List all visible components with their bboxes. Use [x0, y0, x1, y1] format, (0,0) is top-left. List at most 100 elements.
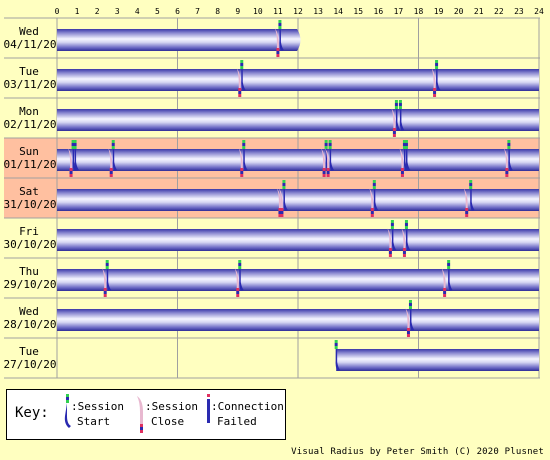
session-start-marker [399, 109, 405, 131]
session-start-marker [448, 269, 453, 291]
session-start-marker [240, 66, 244, 69]
session-bar [57, 29, 297, 51]
session-start-marker [404, 226, 408, 229]
session-start-marker [404, 143, 408, 146]
session-start-marker [71, 143, 75, 146]
session-close-marker [109, 171, 113, 174]
row-day-label: Thu [19, 265, 39, 278]
connection-failed-label-1: :Connection [211, 400, 284, 413]
row-day-label: Mon [19, 105, 39, 118]
session-start-marker [243, 149, 248, 171]
session-start-marker [283, 189, 288, 211]
session-start-marker [372, 180, 376, 183]
row-day-label: Tue [19, 345, 39, 358]
session-close-marker [238, 88, 242, 91]
session-close-marker [391, 108, 396, 128]
session-close-marker [443, 294, 447, 297]
row-day-label: Wed [19, 25, 39, 38]
session-start-marker [239, 269, 244, 291]
session-close-marker [280, 214, 284, 217]
row-date-label: 27/10/20 [4, 358, 57, 371]
session-close-marker [103, 294, 107, 297]
session-close-marker [240, 171, 244, 174]
session-start-marker [470, 189, 475, 211]
session-start-marker [372, 186, 376, 189]
session-close-marker [402, 254, 406, 257]
session-close-marker [238, 148, 243, 168]
session-start-marker [238, 266, 242, 269]
session-start-marker [278, 20, 282, 23]
session-close-marker [276, 51, 280, 54]
session-close-marker [402, 248, 406, 251]
session-start-marker [334, 340, 338, 343]
session-close-marker [388, 248, 392, 251]
session-close-marker [326, 174, 330, 177]
session-start-marker [238, 263, 242, 266]
row-day-label: Fri [19, 225, 39, 238]
session-start-marker [335, 349, 341, 371]
row-date-label: 03/11/20 [4, 78, 57, 91]
x-tick-label: 1 [75, 7, 80, 16]
session-start-marker [324, 146, 328, 149]
session-start-marker [111, 143, 115, 146]
session-start-marker [372, 183, 376, 186]
session-start-marker [74, 149, 80, 171]
session-start-marker [328, 143, 332, 146]
x-tick-label: 5 [155, 7, 160, 16]
session-start-marker [329, 149, 335, 171]
row-day-label: Sun [19, 145, 39, 158]
session-close-marker [505, 171, 509, 174]
session-start-marker [394, 106, 398, 109]
row-date-label: 31/10/20 [4, 198, 57, 211]
session-start-marker [328, 140, 332, 143]
session-close-marker [276, 188, 281, 208]
session-close-marker [392, 131, 396, 134]
session-close-marker [322, 174, 326, 177]
session-start-marker [390, 220, 394, 223]
session-close-marker [236, 291, 240, 294]
session-close-marker [240, 168, 244, 171]
session-start-marker [435, 69, 441, 91]
session-close-marker [238, 91, 242, 94]
session-close-marker [370, 214, 374, 217]
session-close-marker [406, 328, 410, 331]
session-close-marker [406, 334, 410, 337]
session-start-marker [402, 146, 406, 149]
session-close-marker [505, 168, 509, 171]
session-start-marker [71, 146, 75, 149]
x-tick-label: 19 [434, 7, 444, 16]
session-close-marker [399, 148, 404, 168]
session-close-marker [433, 91, 437, 94]
x-tick-label: 0 [55, 7, 60, 16]
row-date-label: 28/10/20 [4, 318, 57, 331]
session-close-marker [463, 188, 468, 208]
session-close-marker [278, 188, 283, 208]
x-tick-label: 7 [195, 7, 200, 16]
row-date-label: 02/11/20 [4, 118, 57, 131]
key-box: Key: :Session Start :Session Close :Conn… [6, 389, 286, 440]
session-start-marker [105, 260, 109, 263]
session-bar [57, 269, 539, 291]
session-start-marker [409, 309, 415, 331]
session-start-marker [334, 346, 338, 349]
session-close-marker [322, 168, 326, 171]
session-close-marker [392, 134, 396, 137]
session-close-marker [103, 288, 107, 291]
session-start-label-2: Start [77, 415, 111, 428]
session-start-marker [242, 146, 246, 149]
session-close-marker [388, 254, 392, 257]
session-close-marker [400, 168, 404, 171]
credit-text: Visual Radius by Peter Smith (C) 2020 Pl… [291, 447, 544, 457]
session-close-marker [69, 171, 73, 174]
session-start-marker [105, 266, 109, 269]
session-start-marker [435, 66, 439, 69]
session-close-marker [102, 268, 107, 288]
session-start-marker [278, 23, 282, 26]
session-start-marker [404, 146, 408, 149]
session-close-marker [321, 148, 326, 168]
session-bar [57, 309, 539, 331]
session-start-marker [408, 300, 412, 303]
session-close-marker [322, 171, 326, 174]
session-close-marker [431, 68, 436, 88]
